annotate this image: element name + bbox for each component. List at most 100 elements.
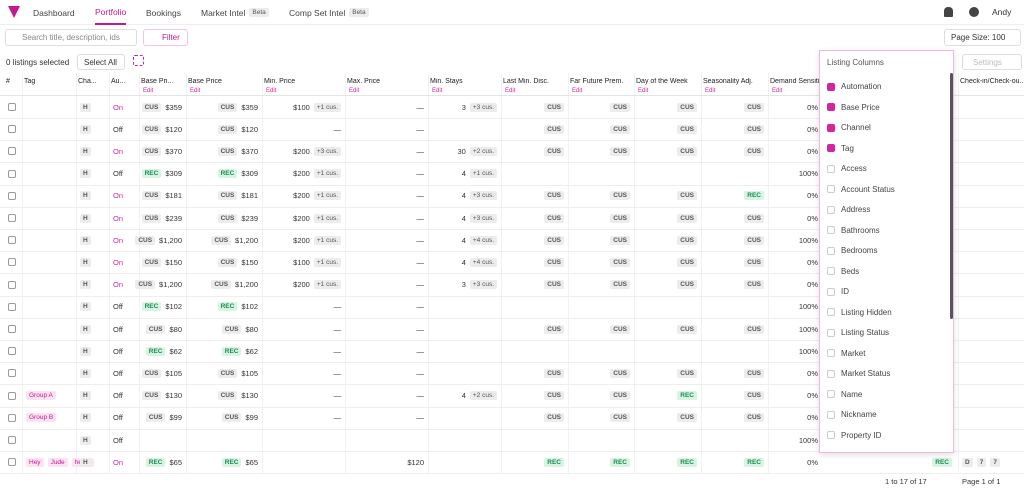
menu-checkbox[interactable] [827, 246, 835, 255]
menu-item[interactable]: Market [827, 349, 865, 358]
notifications-icon[interactable] [944, 7, 953, 17]
row-checkbox[interactable] [8, 325, 16, 333]
row-cell [4, 118, 22, 140]
filter-button[interactable]: Filter [143, 29, 188, 46]
filter-icon[interactable] [133, 55, 144, 66]
menu-item[interactable]: Account Status [827, 185, 895, 194]
menu-item[interactable]: Access [827, 164, 867, 173]
row-cell [4, 274, 22, 296]
settings-button[interactable]: Settings [962, 54, 1022, 70]
menu-checkbox[interactable] [827, 103, 835, 111]
menu-item[interactable]: Name [827, 390, 862, 399]
menu-checkbox[interactable] [827, 123, 835, 132]
row-checkbox[interactable] [8, 280, 16, 289]
badge: CUS [677, 257, 697, 267]
menu-checkbox[interactable] [827, 431, 835, 439]
menu-item[interactable]: Address [827, 205, 870, 214]
table-cell: — [262, 118, 345, 140]
menu-checkbox[interactable] [827, 349, 835, 357]
edit-link[interactable]: Edit [190, 88, 201, 94]
cell-value: — [416, 257, 425, 267]
nav-item[interactable]: Market Intel Beta [201, 0, 269, 25]
menu-item[interactable]: Beds [827, 267, 859, 276]
table-cell: CUS [501, 118, 568, 140]
menu-checkbox[interactable] [827, 287, 835, 296]
menu-checkbox[interactable] [827, 185, 835, 193]
menu-checkbox[interactable] [827, 144, 835, 152]
menu-item[interactable]: Base Price [827, 103, 880, 112]
row-checkbox[interactable] [8, 147, 16, 156]
menu-checkbox[interactable] [827, 369, 835, 378]
badge: H [80, 368, 91, 378]
row-cell [4, 407, 22, 429]
row-checkbox[interactable] [8, 191, 16, 200]
search-box[interactable]: Search title, description, ids [5, 29, 137, 46]
row-checkbox[interactable] [8, 258, 16, 267]
edit-link[interactable]: Edit [572, 88, 583, 94]
scrollbar[interactable] [950, 73, 953, 319]
menu-checkbox[interactable] [827, 82, 835, 91]
menu-item[interactable]: Channel [827, 123, 871, 132]
row-checkbox[interactable] [8, 169, 16, 178]
logo[interactable] [8, 6, 20, 18]
row-checkbox[interactable] [8, 214, 16, 222]
nav-item[interactable]: Dashboard [33, 0, 75, 25]
badge: REC [744, 191, 764, 201]
row-checkbox[interactable] [8, 391, 16, 400]
edit-link[interactable]: Edit [505, 88, 516, 94]
table-cell: 4 +4 cus. [428, 229, 501, 251]
edit-link[interactable]: Edit [638, 88, 649, 94]
badge: CUS [544, 391, 564, 401]
table-cell: — [262, 318, 345, 340]
edit-link[interactable]: Edit [432, 88, 443, 94]
menu-item[interactable]: Listing Hidden [827, 308, 892, 317]
badge: CUS [221, 324, 242, 334]
row-cell [4, 163, 22, 185]
row-checkbox[interactable] [8, 458, 16, 467]
menu-title: Listing Columns [827, 58, 884, 67]
table-cell: H [76, 140, 109, 162]
edit-link[interactable]: Edit [143, 88, 154, 94]
menu-label: Name [841, 389, 863, 399]
badge: CUS [744, 124, 764, 134]
row-border [0, 162, 1024, 164]
row-checkbox[interactable] [8, 125, 16, 134]
edit-link[interactable]: Edit [349, 88, 360, 94]
menu-item[interactable]: ID [827, 287, 849, 296]
badge: CUS [211, 280, 232, 290]
menu-checkbox[interactable] [827, 390, 835, 398]
nav-item[interactable]: Bookings [146, 0, 181, 25]
menu-checkbox[interactable] [827, 205, 835, 214]
edit-link[interactable]: Edit [266, 88, 277, 94]
row-checkbox[interactable] [8, 436, 16, 444]
row-checkbox[interactable] [8, 302, 16, 311]
menu-checkbox[interactable] [827, 308, 835, 316]
menu-item[interactable]: Automation [827, 82, 881, 91]
row-checkbox[interactable] [8, 103, 16, 111]
menu-checkbox[interactable] [827, 410, 835, 419]
menu-checkbox[interactable] [827, 226, 835, 234]
row-checkbox[interactable] [8, 413, 16, 422]
menu-item[interactable]: Listing Status [827, 328, 889, 337]
row-checkbox[interactable] [8, 236, 16, 245]
menu-item[interactable]: Nickname [827, 410, 877, 419]
edit-link[interactable]: Edit [772, 88, 783, 94]
menu-checkbox[interactable] [827, 267, 835, 275]
menu-checkbox[interactable] [827, 164, 835, 173]
menu-checkbox[interactable] [827, 328, 835, 337]
menu-item[interactable]: Bathrooms [827, 226, 880, 235]
user-menu[interactable]: Andy [992, 7, 1012, 17]
select-all-button[interactable]: Select All [77, 54, 125, 70]
nav-item[interactable]: Comp Set Intel Beta [289, 0, 369, 25]
row-checkbox[interactable] [8, 369, 16, 378]
nav-item[interactable]: Portfolio [95, 0, 127, 25]
menu-item[interactable]: Market Status [827, 369, 890, 378]
menu-item[interactable]: Property ID [827, 431, 881, 440]
cell-value: $120 [407, 457, 424, 467]
page-size[interactable]: Page Size: 100 [944, 29, 1021, 46]
help-icon[interactable] [969, 7, 979, 17]
row-checkbox[interactable] [8, 347, 16, 356]
menu-item[interactable]: Bedrooms [827, 246, 877, 255]
edit-link[interactable]: Edit [705, 88, 716, 94]
menu-item[interactable]: Tag [827, 144, 854, 153]
